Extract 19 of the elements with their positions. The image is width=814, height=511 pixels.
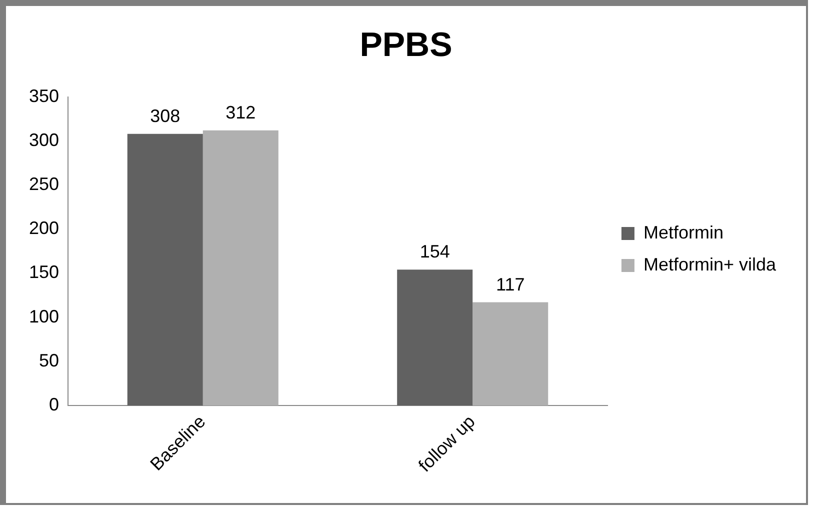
data-label: 117 — [496, 274, 525, 294]
y-tick-label: 150 — [28, 262, 60, 282]
y-tick-label: 50 — [39, 350, 60, 370]
y-tick-label: 100 — [28, 306, 60, 326]
chart-title: PPBS — [360, 26, 452, 64]
bar — [127, 134, 203, 406]
y-tick-label: 350 — [28, 86, 60, 106]
bar — [397, 270, 473, 406]
bar — [472, 302, 548, 406]
y-tick-label: 0 — [49, 394, 60, 414]
data-label: 312 — [226, 102, 256, 122]
data-label: 154 — [420, 242, 450, 262]
y-tick-label: 200 — [28, 218, 60, 238]
legend-label: Metformin+ vilda — [643, 254, 777, 274]
y-tick-label: 250 — [28, 174, 60, 194]
data-label: 308 — [150, 106, 180, 126]
y-tick-label: 300 — [28, 130, 60, 150]
bar — [202, 130, 278, 406]
legend-label: Metformin — [643, 222, 724, 242]
